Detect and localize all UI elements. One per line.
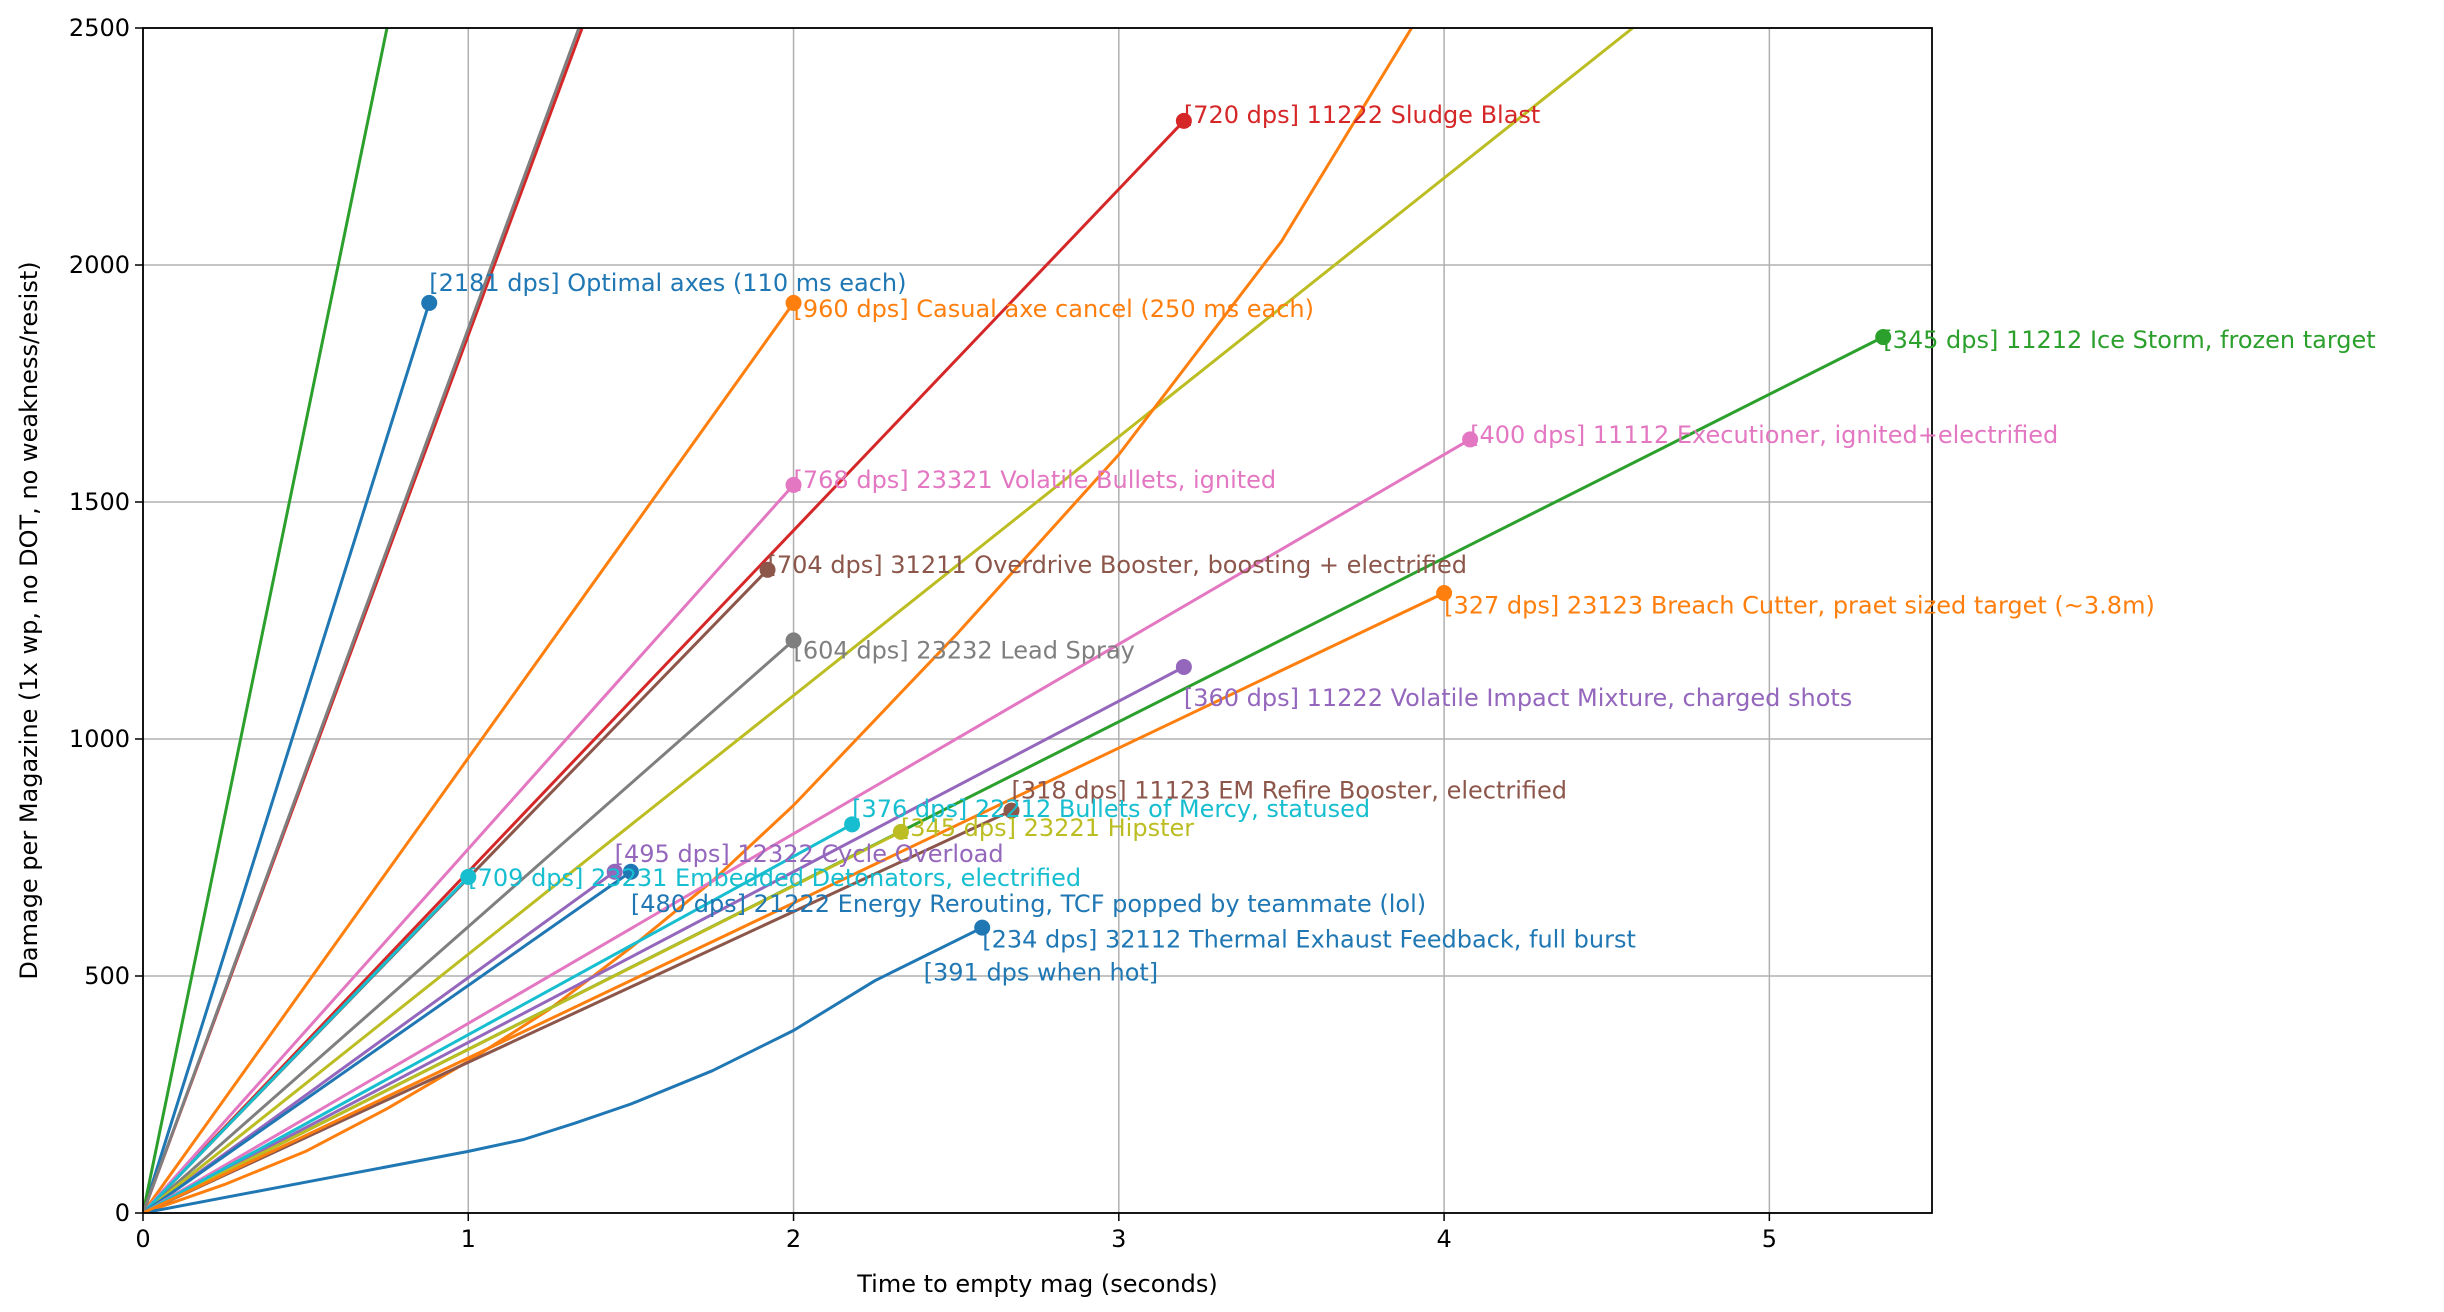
series-endpoint-marker xyxy=(892,823,909,840)
series-label: [709 dps] 23231 Embedded Detonators, ele… xyxy=(468,864,1081,892)
series-line xyxy=(143,665,1185,1213)
x-tick-label: 4 xyxy=(1436,1225,1451,1253)
series-line xyxy=(143,438,1471,1213)
series-endpoint-marker xyxy=(460,868,477,885)
series-endpoint-marker xyxy=(606,863,623,880)
series-endpoint-marker xyxy=(1462,431,1479,448)
series-label: [345 dps] 11212 Ice Storm, frozen target xyxy=(1883,326,2375,354)
series-line xyxy=(143,870,632,1213)
series-endpoint-marker xyxy=(1175,658,1192,675)
x-tick-label: 1 xyxy=(461,1225,476,1253)
series-label: [604 dps] 23232 Lead Spray xyxy=(794,636,1135,664)
series-line xyxy=(143,639,795,1213)
series-endpoint-marker xyxy=(622,863,639,880)
series-endpoint-marker xyxy=(844,816,861,833)
series-endpoint-marker xyxy=(785,294,802,311)
series-endpoint-marker xyxy=(785,632,802,649)
series-line xyxy=(143,870,616,1213)
series-line xyxy=(143,28,389,1213)
x-tick-label: 0 xyxy=(135,1225,150,1253)
series-endpoint-marker xyxy=(785,476,802,493)
series-label: [400 dps] 11112 Executioner, ignited+ele… xyxy=(1470,421,2058,449)
y-tick-label: 1500 xyxy=(69,488,130,516)
annotation-text: [391 dps when hot] xyxy=(924,959,1159,987)
series-endpoint-marker xyxy=(1875,329,1892,346)
x-tick-label: 2 xyxy=(786,1225,801,1253)
series-label: [704 dps] 31211 Overdrive Booster, boost… xyxy=(768,551,1468,579)
series-label: [480 dps] 21222 Energy Rerouting, TCF po… xyxy=(631,890,1426,918)
axis-ticks: 0 1 2 3 4 5 0 500 1000 1500 2000 2500 xyxy=(69,14,1777,1253)
series-endpoint-marker xyxy=(759,561,776,578)
y-tick-label: 500 xyxy=(84,962,130,990)
series-line xyxy=(143,822,853,1213)
y-tick-label: 2000 xyxy=(69,251,130,279)
y-tick-label: 1000 xyxy=(69,725,130,753)
series-line xyxy=(143,302,795,1213)
series-line xyxy=(143,119,1185,1213)
series-line xyxy=(143,809,1013,1213)
series-endpoint-marker xyxy=(1436,585,1453,602)
series-line xyxy=(143,875,470,1213)
series-label: [234 dps] 32112 Thermal Exhaust Feedback… xyxy=(982,926,1636,954)
series-label: [495 dps] 12322 Cycle Overload xyxy=(615,840,1004,868)
x-tick-label: 5 xyxy=(1762,1225,1777,1253)
series-label: [318 dps] 11123 EM Refire Booster, elect… xyxy=(1011,776,1567,804)
series-label: [960 dps] Casual axe cancel (250 ms each… xyxy=(794,295,1314,323)
series-endpoint-marker xyxy=(421,294,438,311)
series-line xyxy=(143,302,431,1213)
series-line xyxy=(143,28,1413,1213)
y-axis-label: Damage per Magazine (1x wp, no DOT, no w… xyxy=(15,261,43,979)
series-label: [360 dps] 11222 Volatile Impact Mixture,… xyxy=(1184,684,1852,712)
series-endpoint-marker xyxy=(1003,802,1020,819)
x-axis-label: Time to empty mag (seconds) xyxy=(856,1270,1217,1298)
series-labels: [2181 dps] Optimal axes (110 ms each)[96… xyxy=(429,101,2375,987)
plot-frame xyxy=(142,27,1933,1214)
series-lines xyxy=(143,28,1884,1213)
series-label: [2181 dps] Optimal axes (110 ms each) xyxy=(429,269,906,297)
series-label: [327 dps] 23123 Breach Cutter, praet siz… xyxy=(1444,591,2155,619)
series-line xyxy=(143,926,983,1213)
series-line xyxy=(143,591,1445,1213)
y-tick-label: 2500 xyxy=(69,14,130,42)
data-markers xyxy=(421,112,1892,936)
series-line xyxy=(143,28,581,1213)
series-endpoint-marker xyxy=(974,919,991,936)
y-tick-label: 0 xyxy=(115,1199,130,1227)
series-label: [345 dps] 23221 Hipster xyxy=(901,814,1194,842)
series-line xyxy=(143,830,902,1213)
series-label: [720 dps] 11222 Sludge Blast xyxy=(1184,101,1540,129)
series-endpoint-marker xyxy=(1175,112,1192,129)
x-tick-label: 3 xyxy=(1111,1225,1126,1253)
series-line xyxy=(143,483,795,1213)
series-label: [376 dps] 22212 Bullets of Mercy, status… xyxy=(852,795,1370,823)
series-line xyxy=(143,28,1634,1213)
series-label: [768 dps] 23321 Volatile Bullets, ignite… xyxy=(794,466,1277,494)
